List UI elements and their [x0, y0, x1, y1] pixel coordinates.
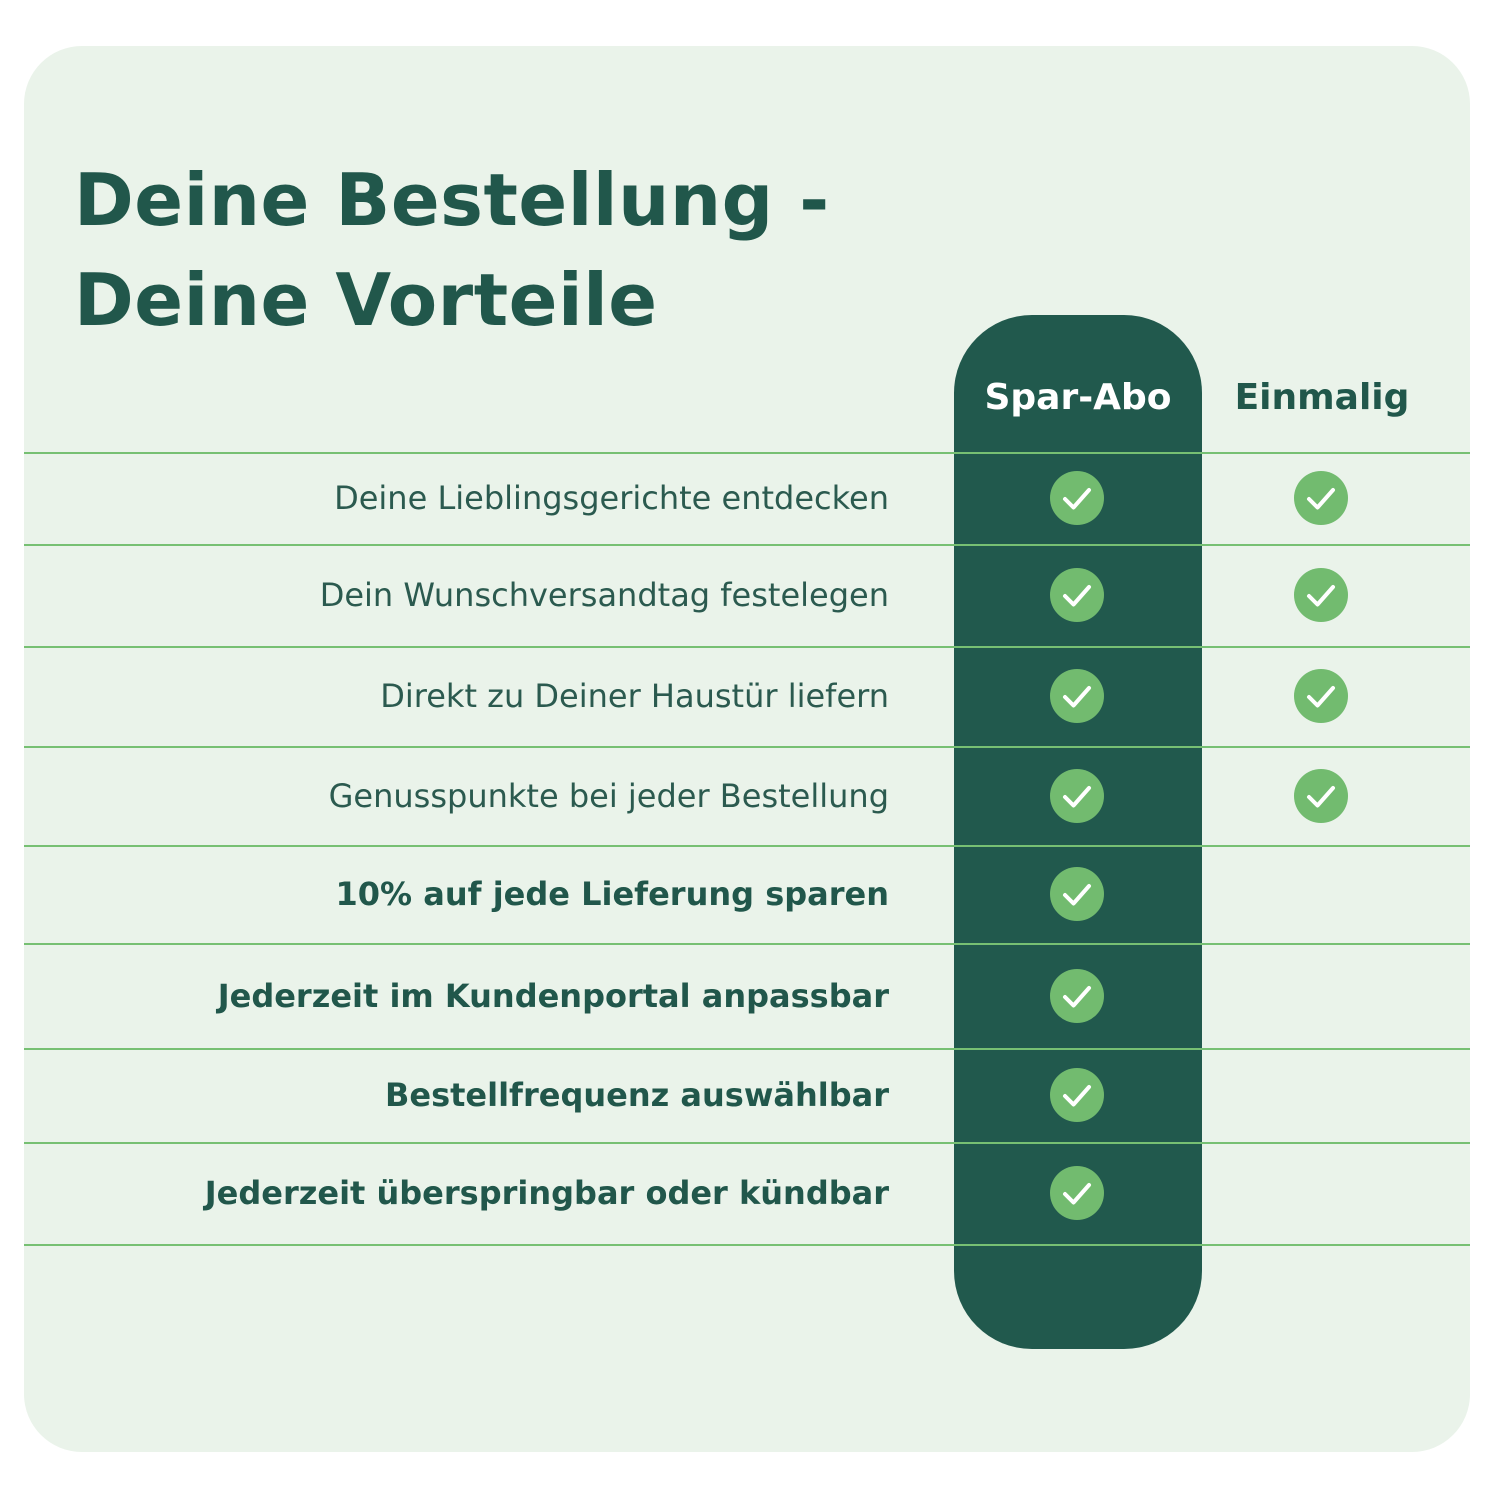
- check-circle-icon: [1050, 669, 1104, 723]
- checkmark-glyph: [1063, 884, 1091, 906]
- checkmark-glyph: [1063, 985, 1091, 1007]
- check-circle-icon: [1294, 471, 1348, 525]
- checkmark-glyph: [1063, 686, 1091, 708]
- checkmark-path: [1307, 785, 1335, 807]
- comparison-card: [24, 46, 1470, 1452]
- row-divider: [24, 544, 1470, 546]
- checkmark-glyph: [1307, 686, 1335, 708]
- checkmark-path: [1307, 488, 1335, 510]
- benefit-label: Jederzeit überspringbar oder kündbar: [204, 1174, 889, 1212]
- checkmark-path: [1063, 785, 1091, 807]
- checkmark-glyph: [1307, 488, 1335, 510]
- check-circle-icon: [1050, 1166, 1104, 1220]
- checkmark-path: [1063, 985, 1091, 1007]
- row-divider: [24, 943, 1470, 945]
- column-header-einmalig: Einmalig: [1234, 377, 1410, 418]
- checkmark-glyph: [1307, 785, 1335, 807]
- checkmark-path: [1307, 585, 1335, 607]
- check-circle-icon: [1294, 768, 1348, 823]
- checkmark-glyph: [1063, 585, 1091, 607]
- checkmark-glyph: [1307, 585, 1335, 607]
- title-line-2: Deine Vorteile: [74, 258, 658, 342]
- checkmark-path: [1063, 1085, 1091, 1107]
- check-circle-icon: [1050, 768, 1104, 823]
- benefit-label: Jederzeit im Kundenportal anpassbar: [217, 976, 889, 1015]
- check-circle-icon: [1050, 471, 1104, 525]
- check-circle-icon: [1050, 968, 1104, 1023]
- benefit-label: Dein Wunschversandtag festelegen: [319, 576, 889, 614]
- check-circle-icon: [1050, 1068, 1104, 1122]
- benefit-label: 10% auf jede Lieferung sparen: [335, 875, 889, 913]
- benefit-label: Genusspunkte bei jeder Bestellung: [328, 776, 889, 815]
- benefit-label: Deine Lieblingsgerichte entdecken: [334, 479, 889, 517]
- row-divider: [24, 646, 1470, 648]
- checkmark-path: [1307, 686, 1335, 708]
- row-divider: [24, 1142, 1470, 1144]
- column-header-spar-abo: Spar-Abo: [984, 377, 1172, 418]
- checkmark-path: [1063, 884, 1091, 906]
- row-divider: [24, 1244, 1470, 1246]
- row-divider: [24, 845, 1470, 847]
- checkmark-path: [1063, 585, 1091, 607]
- check-circle-icon: [1294, 669, 1348, 723]
- benefit-label: Bestellfrequenz auswählbar: [384, 1076, 889, 1114]
- checkmark-glyph: [1063, 1183, 1091, 1205]
- checkmark-path: [1063, 1183, 1091, 1205]
- row-divider: [24, 452, 1470, 454]
- checkmark-path: [1063, 686, 1091, 708]
- checkmark-path: [1063, 488, 1091, 510]
- checkmark-glyph: [1063, 1085, 1091, 1107]
- check-circle-icon: [1050, 867, 1104, 921]
- row-divider: [24, 1048, 1470, 1050]
- row-divider: [24, 746, 1470, 748]
- checkmark-glyph: [1063, 785, 1091, 807]
- page-title: Deine Bestellung - Deine Vorteile: [74, 150, 830, 350]
- check-circle-icon: [1050, 568, 1104, 622]
- check-circle-icon: [1294, 568, 1348, 622]
- checkmark-glyph: [1063, 488, 1091, 510]
- benefit-label: Direkt zu Deiner Haustür liefern: [380, 677, 889, 715]
- title-line-1: Deine Bestellung -: [74, 158, 830, 242]
